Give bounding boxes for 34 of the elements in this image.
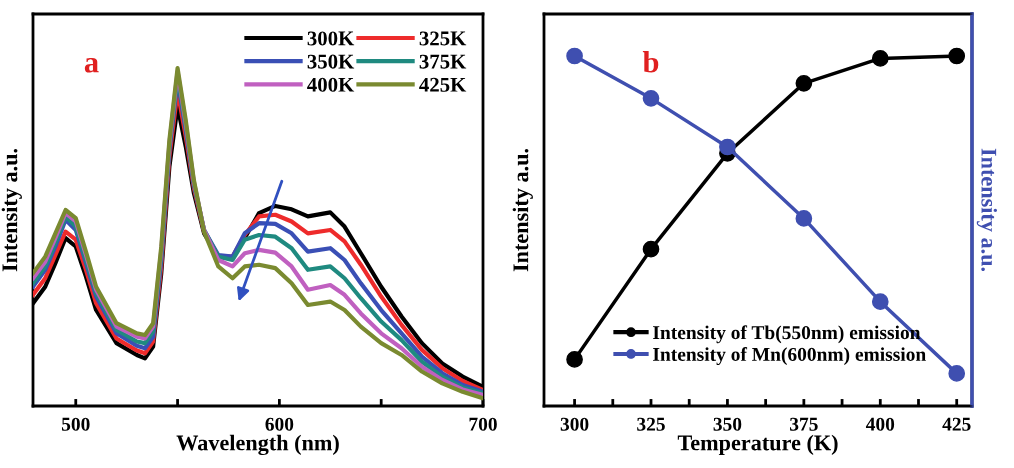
x-tick-label: 600 xyxy=(265,417,294,431)
point xyxy=(871,50,889,67)
legend-label: 350K xyxy=(307,54,355,69)
x-tick-label: 400 xyxy=(865,417,895,431)
point xyxy=(719,138,736,156)
point xyxy=(566,351,583,368)
point xyxy=(948,47,966,65)
x-tick-label: 350 xyxy=(713,417,742,431)
y2-axis-title: Intensity a.u. xyxy=(976,148,997,272)
y-axis-title: Intensity a.u. xyxy=(1,148,22,272)
legend-label: Intensity of Mn(600nm) emission xyxy=(653,347,926,365)
x-axis-title: Temperature (K) xyxy=(677,434,838,455)
point xyxy=(566,47,583,65)
point xyxy=(948,365,966,382)
point xyxy=(795,210,813,227)
point xyxy=(642,90,660,107)
x-tick-label: 300 xyxy=(560,417,589,431)
legend-label: 325K xyxy=(419,31,467,46)
x-tick-label: 325 xyxy=(637,417,665,431)
legend-label: 300K xyxy=(307,31,355,46)
x-axis-title: Wavelength (nm) xyxy=(176,434,339,456)
legend-label: 425K xyxy=(419,77,467,92)
legend-label: 375K xyxy=(419,54,467,69)
point xyxy=(871,293,889,311)
x-tick-label: 500 xyxy=(61,417,90,431)
annotation: b xyxy=(642,51,659,73)
x-tick-label: 700 xyxy=(469,417,497,431)
point xyxy=(795,74,813,92)
x-tick-label: 425 xyxy=(942,417,971,431)
annotation: a xyxy=(84,57,99,73)
point xyxy=(642,240,660,258)
y-axis-title: Intensity a.u. xyxy=(512,148,533,272)
legend-label: 400K xyxy=(307,77,355,92)
x-tick-label: 375 xyxy=(790,417,818,431)
